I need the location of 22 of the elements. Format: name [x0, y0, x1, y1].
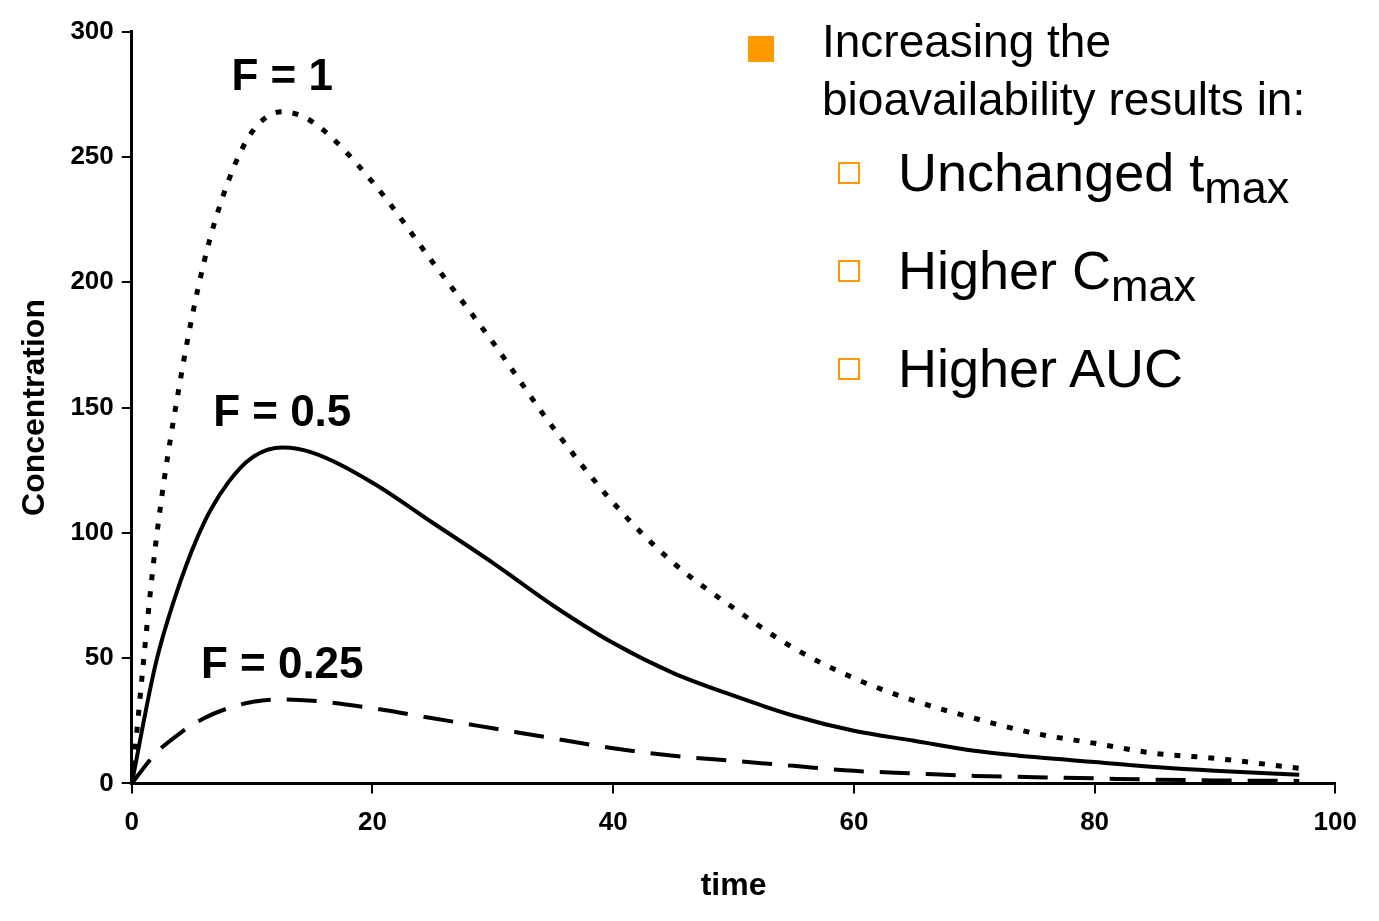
x-tick-label: 60	[839, 806, 869, 837]
annotation: Increasing the bioavailability results in:	[822, 14, 1307, 127]
series-label: F = 0.25	[200, 637, 364, 687]
annotation: Higher AUC	[898, 336, 1184, 400]
y-axis-title: Concentration	[15, 299, 52, 516]
y-tick-label: 0	[99, 766, 114, 797]
y-tick-label: 300	[70, 14, 114, 45]
x-tick-label: 40	[598, 806, 628, 837]
x-tick-label: 20	[358, 806, 387, 837]
annotation: Higher C$_{max}$	[898, 238, 1197, 313]
x-tick-label: 0	[124, 806, 140, 837]
y-tick-label: 200	[70, 265, 114, 296]
series-label: F = 0.5	[213, 385, 352, 435]
y-tick-label: 250	[70, 140, 114, 171]
x-axis-title: time	[700, 865, 767, 902]
y-tick-label: 150	[70, 390, 114, 421]
series-label: F = 1	[231, 49, 333, 99]
x-tick-label: 80	[1080, 806, 1110, 837]
y-tick-label: 100	[70, 515, 114, 546]
y-tick-label: 50	[84, 641, 114, 672]
annotation: Unchanged t$_{max}$	[898, 141, 1290, 215]
x-tick-label: 100	[1313, 806, 1358, 837]
